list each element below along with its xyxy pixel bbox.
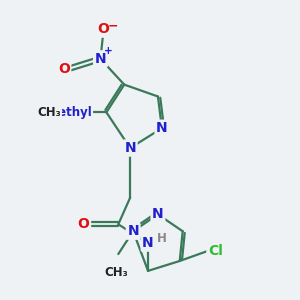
Text: methyl: methyl — [46, 106, 92, 119]
Text: N: N — [95, 52, 106, 66]
Text: O: O — [78, 217, 90, 231]
Text: O: O — [98, 22, 110, 36]
Text: −: − — [108, 20, 119, 33]
Text: N: N — [142, 236, 154, 250]
Text: N: N — [124, 141, 136, 155]
Text: CH₃: CH₃ — [37, 106, 61, 119]
Text: N: N — [152, 207, 164, 221]
Text: CH₃: CH₃ — [104, 266, 128, 279]
Text: Cl: Cl — [208, 244, 223, 258]
Text: N: N — [156, 121, 168, 135]
Text: +: + — [104, 46, 113, 56]
Text: N: N — [127, 224, 139, 238]
Text: O: O — [58, 62, 70, 76]
Text: H: H — [157, 232, 167, 245]
